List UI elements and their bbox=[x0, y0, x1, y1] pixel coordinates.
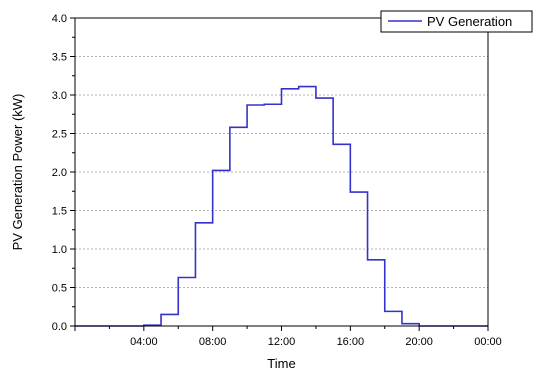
series-layer bbox=[75, 85, 488, 327]
x-tick-label: 20:00 bbox=[405, 336, 433, 348]
x-tick-label: 04:00 bbox=[130, 336, 158, 348]
y-tick-label: 1.0 bbox=[52, 244, 67, 256]
grid-lines bbox=[75, 56, 488, 288]
y-tick-label: 3.0 bbox=[52, 90, 67, 102]
x-tick-label: 08:00 bbox=[199, 336, 227, 348]
legend: PV Generation bbox=[380, 10, 533, 33]
y-tick-label: 0.0 bbox=[52, 321, 67, 333]
y-tick-label: 2.0 bbox=[52, 167, 67, 179]
y-tick-label: 1.5 bbox=[52, 206, 67, 218]
plot-frame bbox=[74, 17, 489, 327]
y-tick-label: 2.5 bbox=[52, 129, 67, 141]
y-axis-title: PV Generation Power (kW) bbox=[10, 94, 25, 251]
series-line-pv-generation bbox=[75, 85, 488, 327]
y-tick-label: 3.5 bbox=[52, 52, 67, 64]
x-tick-label: 00:00 bbox=[474, 336, 502, 348]
y-axis-ticks: 0.0 0.5 1.0 1.5 2.0 2.5 3.0 3.5 4.0 bbox=[52, 13, 75, 333]
y-tick-label: 0.5 bbox=[52, 283, 67, 295]
legend-entry-pv-generation: PV Generation bbox=[427, 14, 512, 29]
y-tick-label: 4.0 bbox=[52, 13, 67, 25]
x-axis-title: Time bbox=[267, 356, 295, 371]
x-axis-ticks: 04:00 08:00 12:00 16:00 20:00 00:00 bbox=[74, 326, 502, 348]
legend-box bbox=[380, 10, 533, 33]
x-tick-label: 12:00 bbox=[268, 336, 296, 348]
x-tick-label: 16:00 bbox=[337, 336, 365, 348]
